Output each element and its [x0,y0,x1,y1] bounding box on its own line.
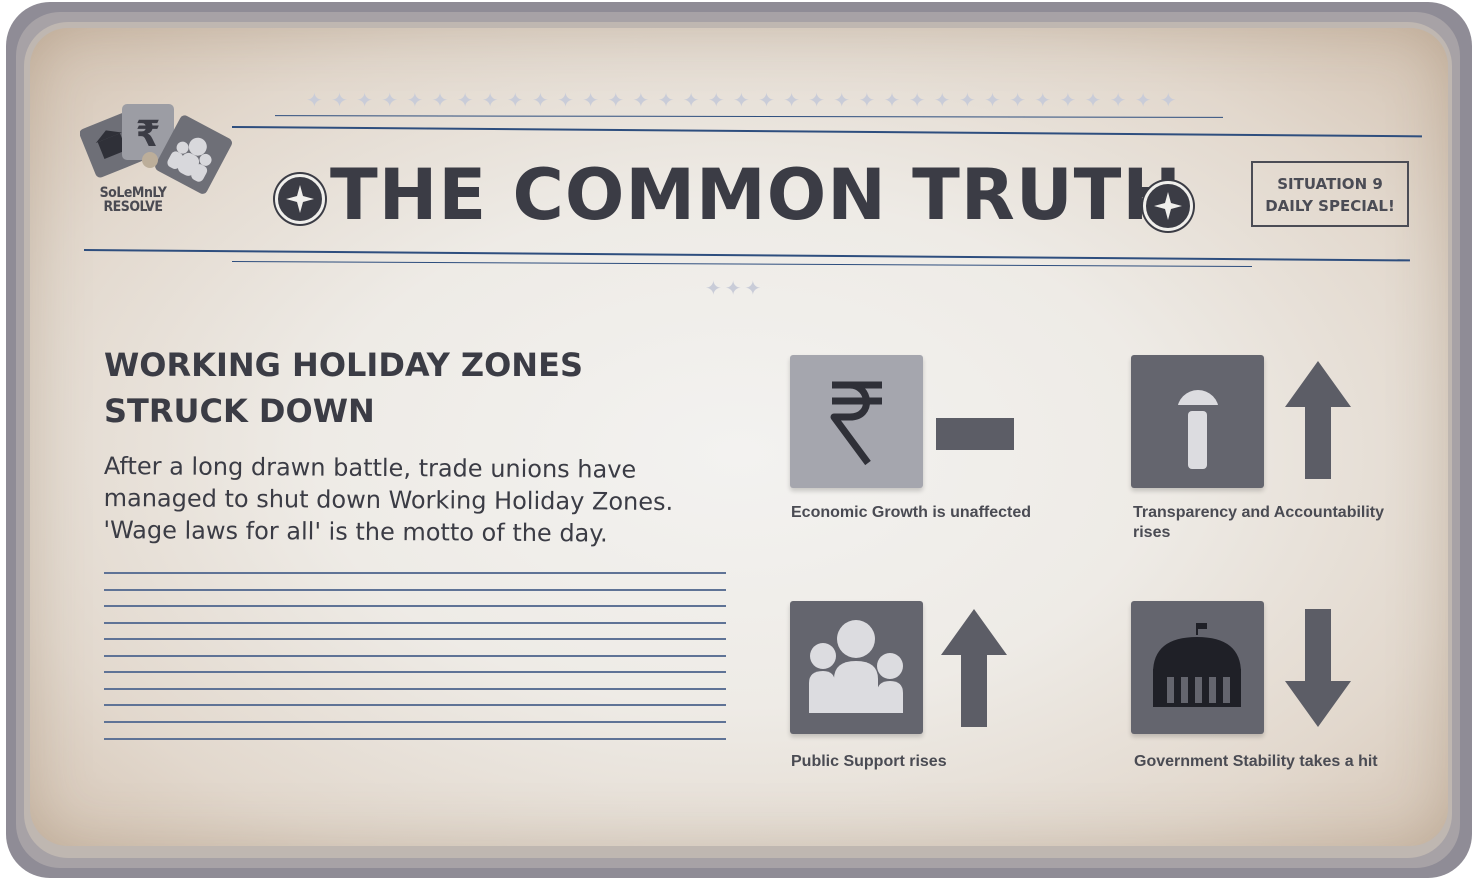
filler-line [104,622,726,624]
star-badge-right-icon [1143,181,1193,231]
svg-text:₹: ₹ [135,114,160,155]
filler-line [104,671,726,673]
filler-line [104,688,726,690]
unchanged-dash-icon [936,418,1014,450]
public-support-tile [790,601,923,734]
transparency-label: Transparency and Accountability rises [1133,504,1385,541]
filler-line [104,655,726,657]
government-building-icon [1153,623,1241,707]
article-headline: WORKING HOLIDAY ZONES STRUCK DOWN [104,342,724,434]
decorative-stars-top: ✦ ✦ ✦ ✦ ✦ ✦ ✦ ✦ ✦ ✦ ✦ ✦ ✦ ✦ ✦ ✦ ✦ ✦ ✦ ✦ … [306,88,1186,112]
article-body: After a long drawn battle, trade unions … [103,451,674,548]
filler-line [104,738,726,740]
arrow-down-icon [1285,609,1351,727]
filler-line [104,572,726,574]
economic-growth-label: Economic Growth is unaffected [791,504,1032,521]
situation-number: SITUATION 9 [1277,175,1383,193]
logo-line-2: RESOLVE [103,199,163,215]
rupee-icon [830,381,882,466]
situation-box: SITUATION 9 DAILY SPECIAL! [1251,161,1409,227]
transparency-tile [1131,355,1264,488]
microphone-icon [1177,390,1219,469]
logo-wordmark: SoLeMnLY RESOLVE [88,186,178,214]
public-support-label: Public Support rises [791,753,947,770]
filler-line [104,589,726,591]
filler-line [104,704,726,706]
government-stability-label: Government Stability takes a hit [1134,753,1378,770]
government-stability-tile [1131,601,1264,734]
newspaper-title: THE COMMON TRUTH [330,154,1183,236]
filler-line [104,638,726,640]
headline-line-1: WORKING HOLIDAY ZONES [104,346,583,384]
filler-line [104,605,726,607]
filler-line [104,721,726,723]
solemnly-resolve-logo-icon: ₹ [80,104,232,194]
star-badge-left-icon [275,174,325,224]
people-icon [809,620,903,713]
economic-growth-tile [790,355,923,488]
logo-line-1: SoLeMnLY [99,185,167,201]
headline-line-2: STRUCK DOWN [104,392,375,430]
arrow-up-icon [1285,361,1351,479]
arrow-up-icon [941,609,1007,727]
daily-special-label: DAILY SPECIAL! [1265,197,1395,215]
decorative-stars-bottom: ✦✦✦ [705,276,765,300]
